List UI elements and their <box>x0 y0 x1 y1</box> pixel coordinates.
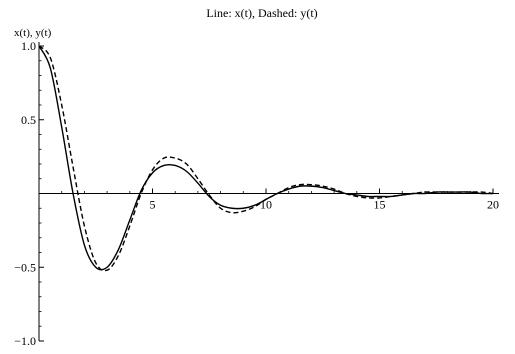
x-tick-label: 5 <box>150 198 156 212</box>
x-tick-label: 10 <box>260 198 272 212</box>
series-layer <box>38 45 494 272</box>
y-tick-label: −0.5 <box>14 260 36 274</box>
series-line-dashed <box>38 45 494 272</box>
y-tick-label: −1.0 <box>14 334 36 348</box>
x-tick-label: 15 <box>374 198 386 212</box>
y-tick-label: 0.5 <box>21 113 36 127</box>
series-line-solid <box>38 45 494 271</box>
y-tick-label: 1.0 <box>21 39 36 53</box>
x-tick-label: 20 <box>487 198 499 212</box>
ticks-layer: 5 10 15 20 1.0 0.5 −0.5 −1.0 <box>14 39 499 348</box>
y-axis-label: x(t), y(t) <box>14 27 52 39</box>
chart-title: Line: x(t), Dashed: y(t) <box>206 6 317 20</box>
axes <box>38 42 499 341</box>
